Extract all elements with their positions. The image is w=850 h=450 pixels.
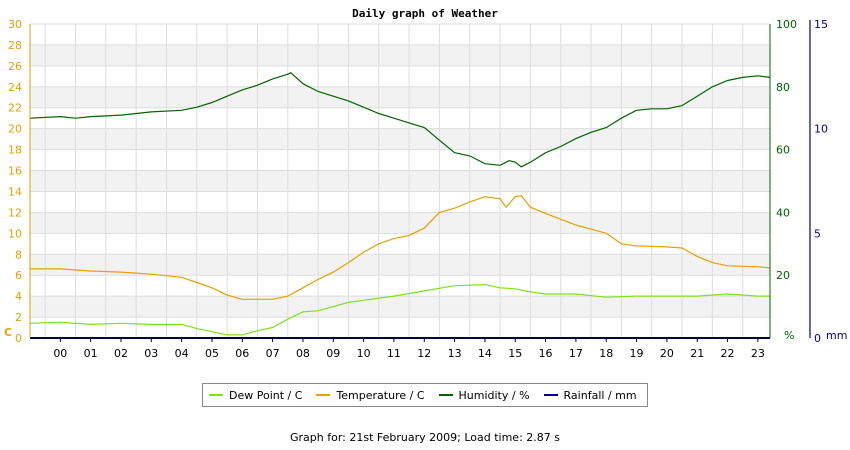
rainfall-tick-label: 15 [814, 18, 828, 31]
legend-swatch [316, 394, 331, 396]
x-tick-label: 22 [721, 347, 735, 360]
background-band [30, 212, 770, 234]
legend-swatch [209, 394, 223, 396]
x-tick-label: 20 [660, 347, 674, 360]
background-band [30, 170, 770, 192]
x-tick-label: 09 [326, 347, 340, 360]
x-tick-label: 04 [175, 347, 189, 360]
humidity-axis-ticks: 20 40 60 80 100 [776, 18, 797, 282]
left-axis-unit: C [4, 326, 12, 339]
humidity-tick-label: 80 [776, 81, 790, 94]
background-band [30, 254, 770, 276]
humidity-tick-label: 100 [776, 18, 797, 31]
background-band [30, 296, 770, 318]
left-tick-label: 14 [8, 185, 22, 198]
left-tick-label: 6 [15, 269, 22, 282]
chart-title: Daily graph of Weather [352, 7, 498, 20]
x-tick-label: 17 [569, 347, 583, 360]
left-tick-label: 20 [8, 123, 22, 136]
humidity-tick-label: 20 [776, 269, 790, 282]
legend-label: Dew Point / C [229, 388, 303, 402]
left-tick-label: 12 [8, 206, 22, 219]
left-tick-label: 18 [8, 144, 22, 157]
x-tick-label: 16 [539, 347, 553, 360]
left-tick-label: 24 [8, 81, 22, 94]
plot-background-bands [30, 44, 770, 318]
x-tick-label: 00 [53, 347, 67, 360]
left-tick-label: 26 [8, 60, 22, 73]
x-tick-label: 14 [478, 347, 492, 360]
legend-item: Humidity / % [438, 388, 530, 402]
background-band [30, 44, 770, 66]
left-tick-label: 2 [15, 311, 22, 324]
x-tick-label: 15 [508, 347, 522, 360]
x-tick-label: 12 [417, 347, 431, 360]
x-tick-label: 10 [357, 347, 371, 360]
legend-swatch [438, 394, 453, 396]
footer-info: Graph for: 21st February 2009; Load time… [289, 431, 560, 444]
legend-label: Humidity / % [458, 388, 530, 402]
legend-label: Temperature / C [336, 388, 425, 402]
rainfall-tick-label: 0 [814, 332, 821, 345]
legend-swatch [543, 394, 558, 396]
series-line-temperature [30, 195, 771, 300]
rainfall-tick-label: 10 [814, 123, 828, 136]
left-tick-label: 16 [8, 165, 22, 178]
left-tick-label: 30 [8, 18, 22, 31]
legend: Dew Point / C Temperature / C Humidity / %… [202, 383, 648, 407]
rainfall-axis-unit: mm [826, 329, 847, 342]
left-tick-label: 0 [15, 332, 22, 345]
x-tick-label: 11 [387, 347, 401, 360]
x-tick-label: 08 [296, 347, 310, 360]
x-tick-label: 06 [235, 347, 249, 360]
legend-item: Temperature / C [316, 388, 425, 402]
left-tick-label: 10 [8, 227, 22, 240]
x-tick-label: 05 [205, 347, 219, 360]
x-tick-label: 03 [144, 347, 158, 360]
series-line-humidity [29, 71, 771, 168]
background-band [30, 128, 770, 150]
x-tick-label: 23 [751, 347, 765, 360]
legend-item: Rainfall / mm [543, 388, 637, 402]
legend-item: Dew Point / C [209, 389, 302, 402]
x-tick-label: 02 [114, 347, 128, 360]
x-axis-ticks: 00 01 02 03 04 05 06 07 08 09 10 11 12 13 14 15 16 17 18 19… [53, 347, 765, 360]
left-tick-label: 4 [15, 290, 22, 303]
x-tick-label: 21 [690, 347, 704, 360]
axes-lines [29, 20, 811, 342]
humidity-tick-label: 60 [776, 144, 790, 157]
humidity-tick-label: 40 [776, 206, 790, 219]
left-tick-label: 22 [8, 102, 22, 115]
rainfall-axis-ticks: 0 5 10 15 [814, 18, 828, 345]
x-tick-label: 13 [448, 347, 462, 360]
humidity-axis-unit: % [784, 329, 794, 342]
x-tick-label: 01 [84, 347, 98, 360]
background-band [30, 86, 770, 108]
left-tick-label: 28 [8, 39, 22, 52]
x-tick-label: 19 [630, 347, 644, 360]
legend-label: Rainfall / mm [563, 388, 637, 402]
x-tick-label: 07 [266, 347, 280, 360]
x-tick-label: 18 [599, 347, 613, 360]
series-line-dew [29, 283, 770, 336]
rainfall-tick-label: 5 [814, 227, 821, 240]
left-tick-label: 8 [15, 248, 22, 261]
